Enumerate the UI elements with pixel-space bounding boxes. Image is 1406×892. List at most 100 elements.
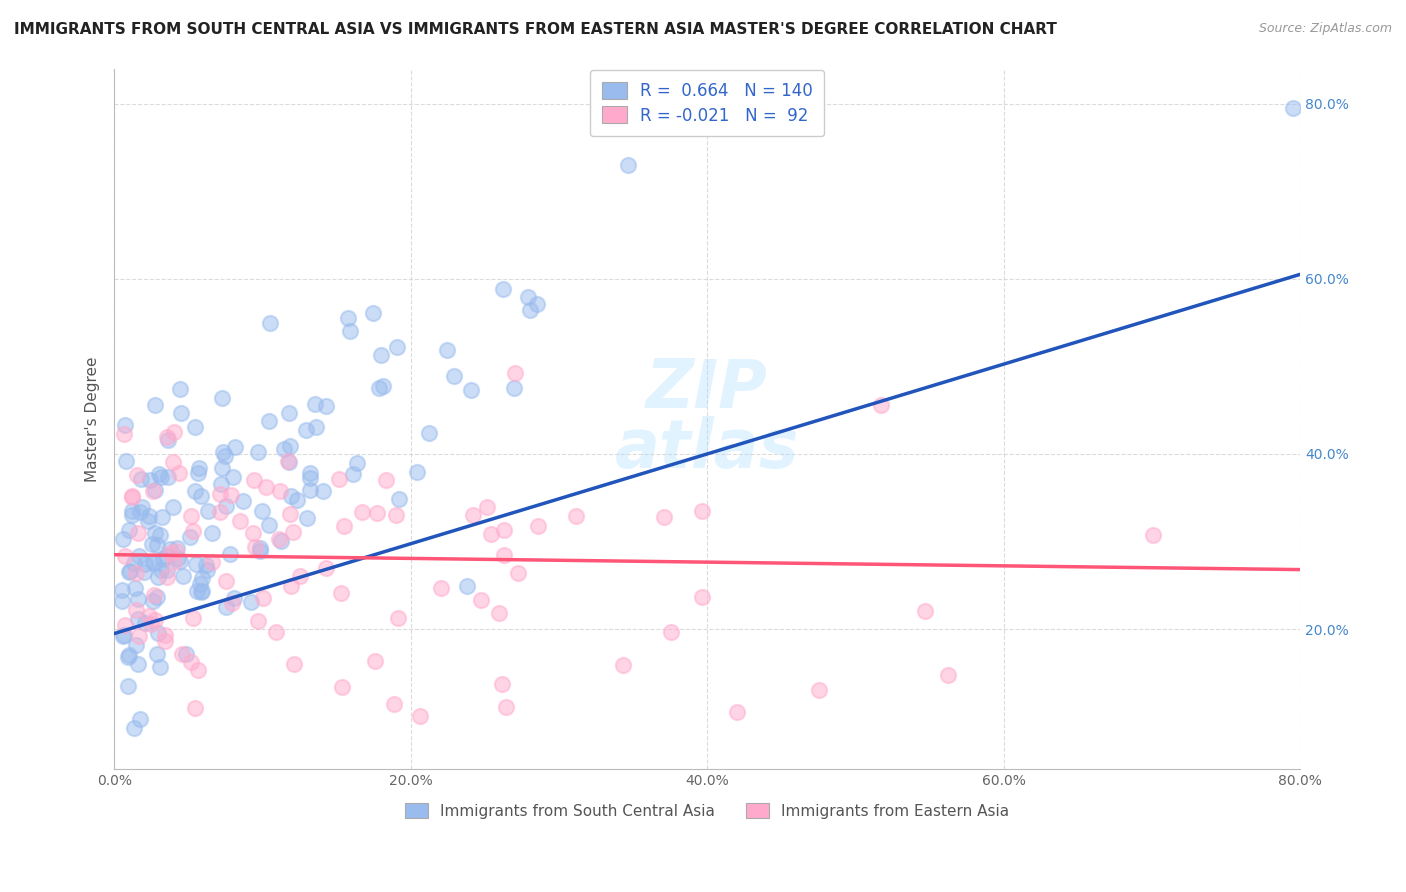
Point [461,508,484,522]
Point [156,549,179,563]
Point [367,381,389,395]
Point [155,563,177,577]
Point [148,626,170,640]
Point [278,406,301,420]
Point [118,523,141,537]
Point [232,493,254,508]
Point [117,680,139,694]
Point [219,548,242,562]
Point [129,471,152,485]
Point [143,483,166,498]
Point [492,282,515,296]
Point [125,638,148,652]
Point [148,569,170,583]
Point [612,658,634,673]
Point [209,476,232,491]
Point [252,504,274,518]
Point [224,591,246,605]
Point [187,467,209,481]
Point [295,424,318,438]
Point [249,544,271,558]
Point [273,442,295,456]
Y-axis label: Master's Degree: Master's Degree [86,356,100,482]
Point [312,484,335,499]
Point [280,489,302,503]
Point [690,504,713,518]
Point [280,579,302,593]
Point [125,603,148,617]
Point [652,509,675,524]
Point [197,504,219,518]
Point [121,508,143,523]
Point [167,466,190,480]
Point [129,505,152,519]
Point [488,606,510,620]
Point [315,399,337,413]
Point [436,343,458,358]
Point [690,590,713,604]
Point [339,325,361,339]
Point [285,492,308,507]
Point [143,398,166,412]
Point [146,647,169,661]
Point [125,467,148,482]
Point [111,583,134,598]
Point [214,449,236,463]
Point [157,469,180,483]
Point [269,483,291,498]
Point [460,384,482,398]
Point [112,628,135,642]
Point [519,302,541,317]
Point [370,348,392,362]
Point [330,585,353,599]
Point [1142,528,1164,542]
Point [128,549,150,563]
Point [143,525,166,540]
Point [936,668,959,682]
Point [208,486,231,500]
Point [305,420,328,434]
Point [278,439,301,453]
Point [114,618,136,632]
Point [136,514,159,528]
Point [315,561,337,575]
Point [142,556,165,570]
Point [162,455,184,469]
Point [215,499,238,513]
Point [170,406,193,420]
Point [1281,101,1303,115]
Point [127,657,149,671]
Point [129,712,152,726]
Point [114,417,136,432]
Text: IMMIGRANTS FROM SOUTH CENTRAL ASIA VS IMMIGRANTS FROM EASTERN ASIA MASTER'S DEGR: IMMIGRANTS FROM SOUTH CENTRAL ASIA VS IM… [14,22,1057,37]
Point [405,465,427,479]
Point [385,508,408,522]
Point [242,525,264,540]
Point [298,483,321,497]
Point [131,500,153,514]
Point [143,613,166,627]
Point [243,474,266,488]
Point [221,488,243,502]
Point [124,721,146,735]
Point [371,379,394,393]
Point [121,503,143,517]
Point [121,490,143,504]
Point [180,655,202,669]
Point [725,705,748,719]
Point [141,537,163,551]
Point [495,699,517,714]
Point [118,564,141,578]
Point [111,594,134,608]
Point [222,470,245,484]
Point [159,541,181,556]
Point [166,541,188,556]
Point [118,648,141,663]
Point [184,701,207,715]
Point [163,425,186,440]
Point [914,604,936,618]
Point [429,581,451,595]
Point [181,610,204,624]
Point [152,551,174,566]
Point [115,454,138,468]
